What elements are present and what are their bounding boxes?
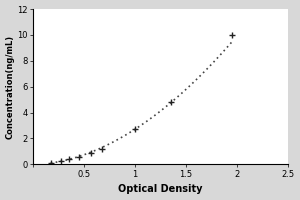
Y-axis label: Concentration(ng/mL): Concentration(ng/mL) bbox=[6, 35, 15, 139]
X-axis label: Optical Density: Optical Density bbox=[118, 184, 203, 194]
